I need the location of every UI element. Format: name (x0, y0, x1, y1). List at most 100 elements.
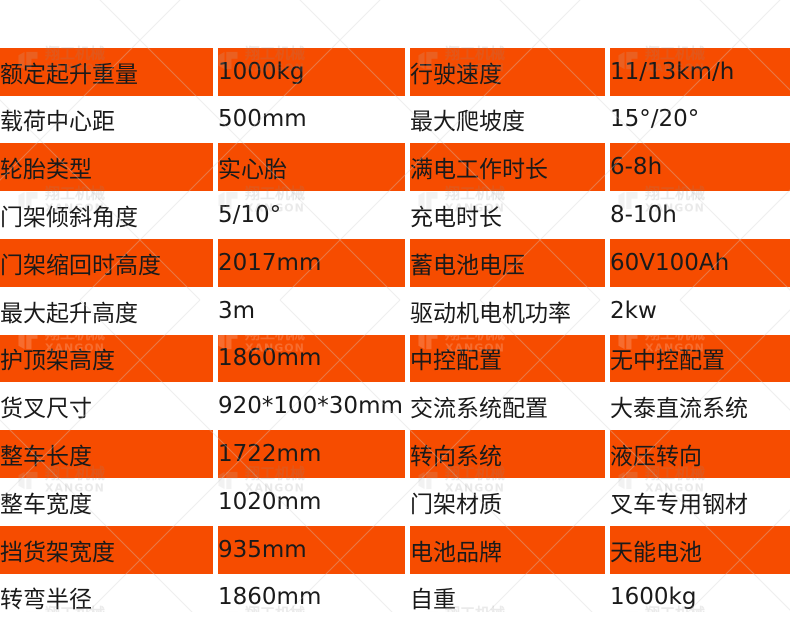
spec-value-left: 1860mm (218, 573, 405, 621)
spec-label-right: 充电时长 (410, 191, 605, 239)
column-gutter (405, 334, 410, 383)
column-gutter (405, 477, 410, 526)
column-gutter (405, 573, 410, 621)
spec-value-left: 935mm (218, 525, 405, 574)
spec-label-left: 门架倾斜角度 (0, 191, 213, 239)
column-gutter (213, 191, 218, 239)
spec-value-left: 1000kg (218, 47, 405, 96)
column-gutter (605, 573, 610, 621)
column-gutter (213, 477, 218, 526)
spec-value-right: 60V100Ah (610, 238, 790, 287)
table-row: 挡货架宽度 935mm 电池品牌 天能电池 (0, 525, 790, 574)
column-gutter (605, 95, 610, 144)
column-gutter (213, 334, 218, 383)
spec-label-right: 中控配置 (410, 334, 605, 383)
spec-label-left: 最大起升高度 (0, 286, 213, 335)
column-gutter (213, 238, 218, 287)
spec-value-right: 天能电池 (610, 525, 790, 574)
spec-label-left: 门架缩回时高度 (0, 238, 213, 287)
spec-label-left: 载荷中心距 (0, 95, 213, 144)
spec-label-right: 门架材质 (410, 477, 605, 526)
spec-value-right: 1600kg (610, 573, 790, 621)
spec-label-right: 蓄电池电压 (410, 238, 605, 287)
table-row: 转弯半径 1860mm 自重 1600kg (0, 573, 790, 621)
table-row: 门架缩回时高度 2017mm 蓄电池电压 60V100Ah (0, 238, 790, 287)
table-row: 整车宽度 1020mm 门架材质 叉车专用钢材 (0, 477, 790, 526)
spacer-cell (213, 0, 218, 48)
column-gutter (405, 430, 410, 478)
spec-value-right: 2kw (610, 286, 790, 335)
spec-value-left: 2017mm (218, 238, 405, 287)
spec-label-left: 额定起升重量 (0, 47, 213, 96)
spec-value-right: 液压转向 (610, 430, 790, 478)
column-gutter (405, 382, 410, 431)
spec-label-right: 自重 (410, 573, 605, 621)
spacer-cell (605, 0, 610, 48)
column-gutter (405, 191, 410, 239)
column-gutter (213, 143, 218, 192)
spec-value-left: 500mm (218, 95, 405, 144)
spec-label-left: 货叉尺寸 (0, 382, 213, 431)
table-row: 护顶架高度 1860mm 中控配置 无中控配置 (0, 334, 790, 383)
spec-value-right: 6-8h (610, 143, 790, 192)
spacer-cell (405, 0, 410, 48)
spec-value-right: 无中控配置 (610, 334, 790, 383)
column-gutter (213, 430, 218, 478)
spec-value-right: 11/13km/h (610, 47, 790, 96)
column-gutter (405, 238, 410, 287)
table-row: 轮胎类型 实心胎 满电工作时长 6-8h (0, 143, 790, 192)
table-row: 额定起升重量 1000kg 行驶速度 11/13km/h (0, 47, 790, 96)
column-gutter (605, 286, 610, 335)
spec-value-left: 5/10° (218, 191, 405, 239)
spec-value-left: 920*100*30mm (218, 382, 405, 431)
column-gutter (405, 95, 410, 144)
spec-label-right: 行驶速度 (410, 47, 605, 96)
column-gutter (605, 525, 610, 574)
table-row: 门架倾斜角度 5/10° 充电时长 8-10h (0, 191, 790, 239)
spec-label-right: 转向系统 (410, 430, 605, 478)
column-gutter (605, 238, 610, 287)
column-gutter (405, 286, 410, 335)
spacer-cell (0, 0, 213, 48)
spec-label-right: 电池品牌 (410, 525, 605, 574)
column-gutter (605, 477, 610, 526)
spec-label-left: 整车宽度 (0, 477, 213, 526)
column-gutter (605, 47, 610, 96)
column-gutter (605, 143, 610, 192)
spec-label-left: 护顶架高度 (0, 334, 213, 383)
table-row: 整车长度 1722mm 转向系统 液压转向 (0, 430, 790, 478)
spec-value-left: 1860mm (218, 334, 405, 383)
spec-label-right: 最大爬坡度 (410, 95, 605, 144)
column-gutter (213, 382, 218, 431)
spec-label-left: 转弯半径 (0, 573, 213, 621)
spec-value-right: 15°/20° (610, 95, 790, 144)
column-gutter (605, 382, 610, 431)
spec-value-left: 3m (218, 286, 405, 335)
column-gutter (405, 525, 410, 574)
spec-value-right: 大泰直流系统 (610, 382, 790, 431)
spacer-cell (410, 0, 605, 48)
spec-label-right: 交流系统配置 (410, 382, 605, 431)
column-gutter (605, 430, 610, 478)
column-gutter (213, 95, 218, 144)
column-gutter (605, 191, 610, 239)
table-top-spacer (0, 0, 790, 48)
spacer-cell (610, 0, 790, 48)
column-gutter (213, 525, 218, 574)
spec-label-left: 轮胎类型 (0, 143, 213, 192)
column-gutter (605, 334, 610, 383)
spec-value-left: 1020mm (218, 477, 405, 526)
spec-value-right: 叉车专用钢材 (610, 477, 790, 526)
spec-value-right: 8-10h (610, 191, 790, 239)
spec-label-left: 整车长度 (0, 430, 213, 478)
column-gutter (405, 143, 410, 192)
column-gutter (213, 573, 218, 621)
spec-value-left: 1722mm (218, 430, 405, 478)
column-gutter (213, 286, 218, 335)
table-row: 最大起升高度 3m 驱动机电机功率 2kw (0, 286, 790, 335)
table-row: 货叉尺寸 920*100*30mm 交流系统配置 大泰直流系统 (0, 382, 790, 431)
spec-label-left: 挡货架宽度 (0, 525, 213, 574)
spec-label-right: 驱动机电机功率 (410, 286, 605, 335)
